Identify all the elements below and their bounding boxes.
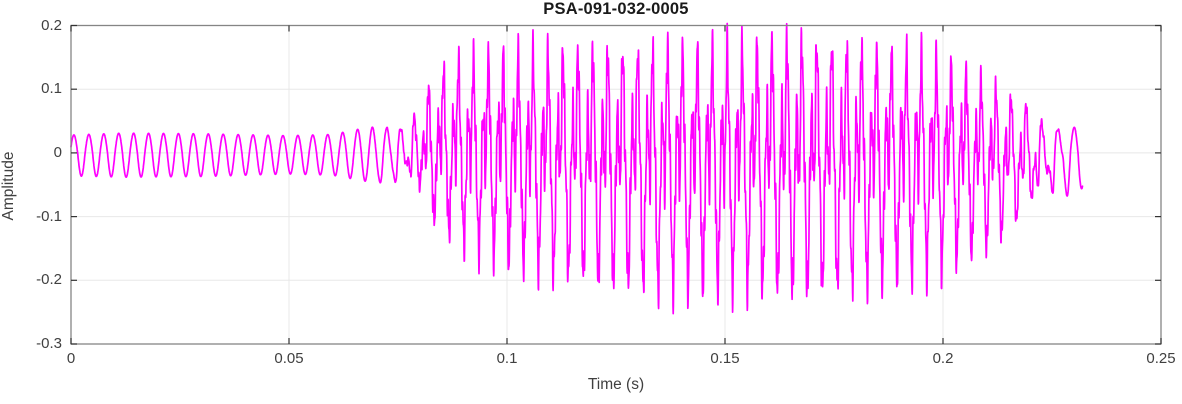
x-tick-label: 0.1 xyxy=(496,350,518,367)
y-axis-label: Amplitude xyxy=(0,151,17,221)
chart-title: PSA-091-032-0005 xyxy=(543,0,689,18)
y-tick-label: 0.2 xyxy=(41,16,62,34)
x-tick-label: 0.05 xyxy=(274,350,304,367)
x-tick-label: 0.25 xyxy=(1146,350,1176,367)
x-tick-label: 0 xyxy=(66,350,76,367)
x-tick-label: 0.2 xyxy=(932,350,954,367)
y-tick-label: 0 xyxy=(53,143,62,161)
y-tick-label: -0.3 xyxy=(36,335,62,352)
y-tick-label: -0.1 xyxy=(36,207,62,225)
tick-marks xyxy=(70,24,1162,345)
waveform-line xyxy=(70,22,1084,315)
axes-box xyxy=(70,24,1162,345)
y-tick-label: -0.2 xyxy=(36,271,62,289)
x-axis-label: Time (s) xyxy=(587,376,645,393)
x-tick-label: 0.15 xyxy=(710,350,740,367)
y-tick-label: 0.1 xyxy=(41,80,62,98)
